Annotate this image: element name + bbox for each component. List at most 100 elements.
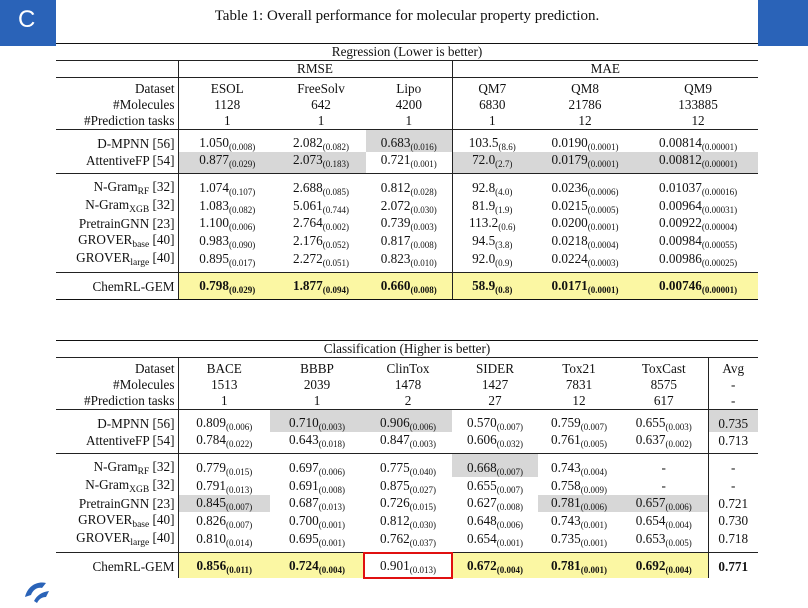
table-cell: 2.688(0.085): [276, 173, 366, 197]
method-subscript: base: [132, 240, 150, 250]
cell-value: 1.083: [199, 197, 229, 213]
table-row-highlight: ChemRL-GEM 0.798(0.029) 1.877(0.094) 0.660(…: [56, 272, 759, 300]
cell-std: (0.052): [322, 239, 349, 250]
table-cell: 0.654(0.004): [620, 512, 708, 530]
row-label: GROVERlarge [40]: [56, 530, 178, 553]
header-cell: -: [707, 393, 759, 410]
table-cell: 1.050(0.008): [177, 129, 276, 152]
method-ref: [40]: [149, 530, 175, 545]
row-label: AttentiveFP [54]: [56, 152, 178, 174]
table-row: AttentiveFP [54] 0.877(0.029) 2.073(0.183)…: [56, 152, 759, 174]
cell-std: (0.008): [496, 502, 523, 512]
table-cell: 0.718: [707, 530, 759, 553]
cell-value: 0.735: [718, 415, 749, 431]
header-cell: #Molecules: [112, 97, 175, 112]
cell-value: 72.0: [472, 152, 496, 167]
cell-std: (0.00004): [701, 222, 738, 232]
row-label: GROVERbase [40]: [56, 512, 178, 530]
row-label: D-MPNN [56]: [56, 129, 178, 152]
cell-value: 58.9: [472, 278, 496, 293]
table-cell: 0.735: [707, 409, 759, 432]
method-name: D-MPNN [56]: [97, 135, 175, 151]
table-cell: 0.791(0.013): [177, 477, 270, 495]
cell-value: 0.875: [380, 477, 410, 493]
cell-value: -: [731, 478, 736, 493]
cell-value: 103.5: [468, 135, 499, 150]
header-cell: 8575: [650, 377, 677, 392]
table-cell: 0.653(0.005): [620, 530, 708, 553]
cell-value: 92.8: [472, 179, 496, 195]
table-cell: 94.5(3.8): [451, 232, 532, 250]
cell-std: (0.027): [409, 484, 436, 495]
cell-std: (0.004): [580, 466, 607, 477]
cell-std: (0.004): [665, 565, 692, 575]
row-label: N-GramRF [32]: [56, 173, 178, 197]
cell-std: (0.085): [322, 186, 349, 197]
table-row: D-MPNN [56] 1.050(0.008) 2.082(0.082) 0.683…: [56, 129, 759, 152]
cell-std: (0.090): [228, 239, 256, 250]
cell-std: (0.028): [410, 186, 437, 197]
cell-std: (0.001): [496, 537, 523, 548]
cell-value: 0.655: [635, 415, 666, 430]
cell-std: (0.007): [496, 466, 523, 477]
cell-value: 0.0215: [551, 197, 588, 213]
table-row: GROVERbase [40] 0.826(0.007) 0.700(0.001) 0…: [56, 512, 759, 530]
cell-value: 0.627: [467, 495, 497, 510]
cell-std: (0.8): [495, 285, 513, 295]
cell-value: 2.073: [293, 152, 323, 167]
table-cell: 0.0190(0.0001): [532, 129, 638, 152]
table-cell: 0.655(0.007): [452, 477, 538, 495]
row-label: PretrainGNN [23]: [56, 495, 178, 512]
table-cell: 5.061(0.744): [276, 197, 366, 215]
cell-value: 0.743: [551, 459, 581, 475]
header-cell: 21786: [568, 97, 602, 112]
header-cell: 1427: [481, 377, 509, 392]
cell-value: 0.0190: [551, 135, 588, 150]
cell-std: (0.003): [410, 222, 437, 232]
table-cell: 0.700(0.001): [270, 512, 364, 530]
method-ref: [32]: [149, 477, 175, 492]
cell-std: (0.004): [665, 519, 692, 530]
header-cell: #Prediction tasks: [84, 113, 175, 128]
cell-value: -: [661, 460, 666, 475]
header-row-tasks: #Prediction tasks 1 1 2 27 12 617-: [56, 393, 759, 410]
table-cell: 0.759(0.007): [538, 409, 620, 432]
table-cell: 113.2(0.6): [451, 215, 532, 232]
cell-std: (0.009): [580, 484, 607, 495]
cell-std: (0.017): [228, 257, 256, 268]
cell-std: (0.030): [409, 519, 436, 530]
table-cell: 0.895(0.017): [177, 250, 276, 273]
method-name: PretrainGNN [23]: [78, 215, 175, 231]
table-cell: 0.668(0.007): [452, 453, 538, 477]
table-cell: 1.083(0.082): [177, 197, 276, 215]
cell-value: 1.050: [199, 135, 229, 150]
method-name: GROVER: [78, 512, 133, 527]
header-cell: 1513: [177, 377, 270, 393]
cell-value: 0.784: [196, 432, 226, 447]
cell-value: 2.176: [293, 232, 323, 248]
cell-value: 0.845: [196, 495, 226, 510]
table-cell: 0.637(0.002): [620, 432, 708, 454]
table-cell: 0.758(0.009): [538, 477, 620, 495]
cell-value: 0.0236: [551, 179, 588, 195]
cell-value: 1.877: [293, 278, 323, 293]
table-row: D-MPNN [56] 0.809(0.006) 0.710(0.003) 0.906…: [56, 409, 759, 432]
header-cell: Avg: [707, 357, 759, 377]
cell-value: 0.771: [718, 558, 749, 574]
header-cell: QM7: [451, 77, 532, 97]
header-row-molecules: #Molecules 1128 642 4200 6830 21786 133885: [56, 97, 758, 113]
table-cell: 0.627(0.008): [452, 495, 538, 512]
blank-cell: [56, 60, 178, 78]
row-label: N-GramXGB [32]: [56, 477, 178, 495]
table-cell: 0.0236(0.0006): [532, 173, 638, 197]
cell-std: (0.0003): [587, 257, 619, 268]
header-cell: 1: [313, 393, 321, 408]
cell-value: 0.570: [467, 415, 497, 430]
cell-value: 0.721: [718, 495, 749, 511]
table-cell: 2.272(0.051): [276, 250, 366, 273]
logo-icon: [25, 582, 49, 603]
table-cell: 0.00812(0.00001): [638, 152, 759, 174]
cell-std: (0.6): [498, 222, 516, 232]
cell-std: (0.016): [410, 142, 437, 152]
cell-std: (0.002): [322, 222, 349, 232]
